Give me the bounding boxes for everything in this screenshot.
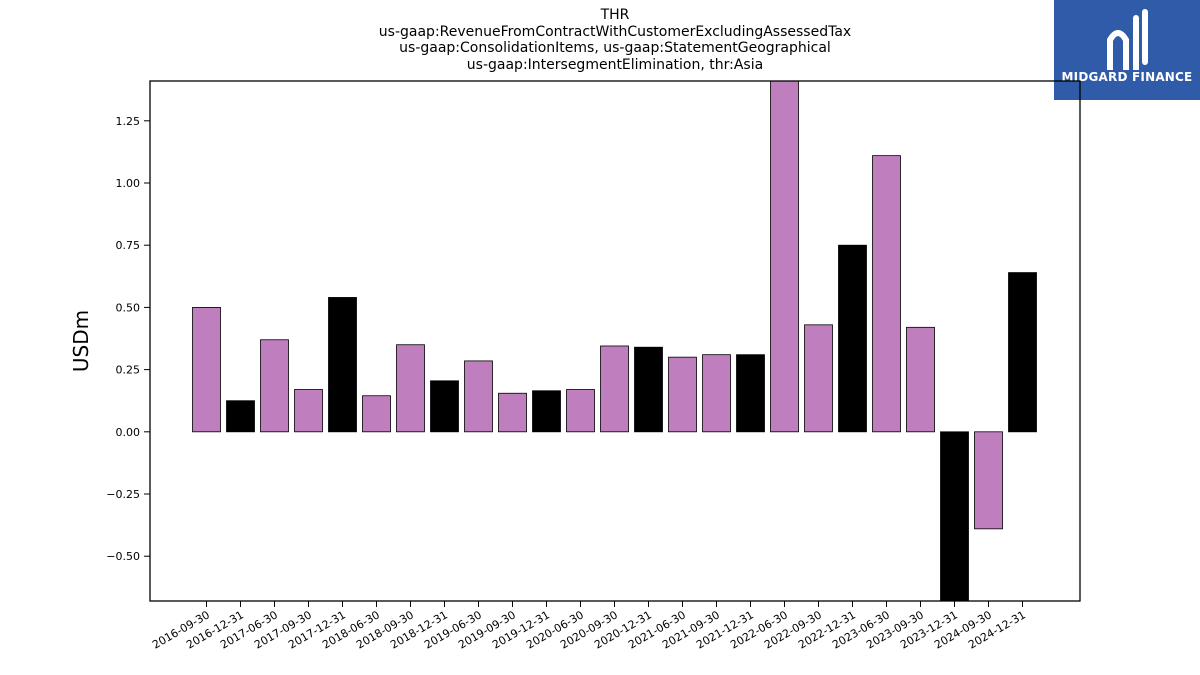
bar [770, 80, 799, 433]
title-line-2: us-gaap:RevenueFromContractWithCustomerE… [378, 23, 852, 40]
bar [634, 346, 663, 433]
bar [974, 431, 1003, 530]
logo-mark-icon [1107, 9, 1148, 70]
bar [430, 380, 459, 433]
y-axis-label: USDm [69, 310, 93, 372]
bar [362, 395, 391, 433]
bar [940, 431, 969, 602]
y-tick-label: 0.50 [116, 301, 141, 314]
bar [464, 360, 493, 433]
bar [260, 339, 289, 433]
bar [294, 389, 323, 433]
bar [600, 345, 629, 433]
bar [668, 356, 697, 433]
y-tick-label: 1.00 [116, 177, 141, 190]
bar [906, 326, 935, 433]
bar [532, 390, 561, 433]
bar [872, 155, 901, 433]
brand-logo: MIDGARD FINANCE [1054, 0, 1200, 100]
bar [804, 324, 833, 433]
bar [702, 354, 731, 433]
title-line-3: us-gaap:ConsolidationItems, us-gaap:Stat… [399, 40, 831, 56]
bar [192, 307, 221, 433]
plot-frame [149, 80, 1081, 602]
bar [226, 400, 255, 433]
bars-group [192, 80, 1037, 602]
y-tick-label: 0.25 [116, 364, 141, 377]
y-tick-label: −0.50 [106, 550, 140, 563]
bar [498, 392, 527, 433]
y-tick-label: 0.75 [116, 239, 141, 252]
y-tick-label: 0.00 [116, 426, 141, 439]
bar [396, 344, 425, 433]
bar [1008, 272, 1037, 433]
y-axis-ticks: −0.50 −0.25 0.00 0.25 0.50 0.75 1.00 1.25 [106, 115, 150, 563]
title-line-1: THR [600, 7, 630, 23]
bar [736, 354, 765, 433]
bar [838, 244, 867, 433]
logo-text: MIDGARD FINANCE [1061, 70, 1193, 84]
y-tick-label: 1.25 [116, 115, 141, 128]
y-tick-label: −0.25 [106, 488, 140, 501]
x-axis-ticks: 2016-09-302016-12-312017-06-302017-09-30… [150, 601, 1028, 652]
bar [566, 389, 595, 433]
bar [328, 297, 357, 433]
title-line-4: us-gaap:IntersegmentElimination, thr:Asi… [466, 56, 764, 73]
chart-title: THR us-gaap:RevenueFromContractWithCusto… [150, 7, 1080, 73]
